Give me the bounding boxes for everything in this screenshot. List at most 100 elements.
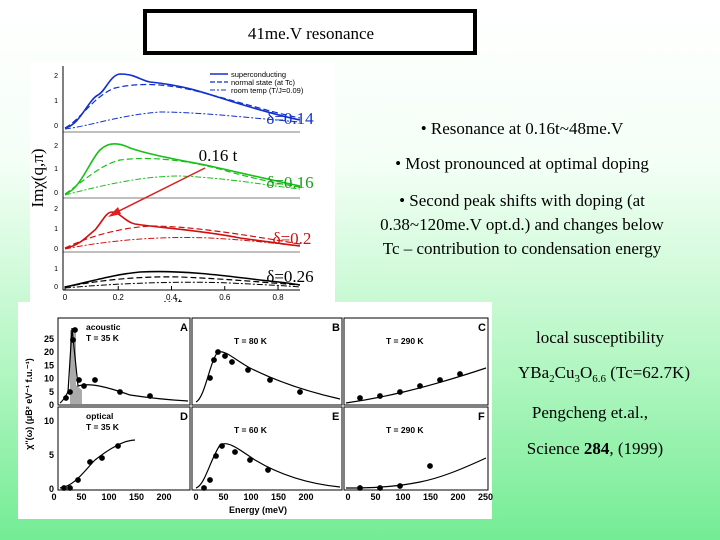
- y-tick-label: 0: [54, 190, 58, 197]
- data-point: [397, 389, 403, 395]
- tick-labels: 0 0.2 0.4 0.6 0.8 2 1 0 2 1 0 2 1 0 1 0: [54, 73, 284, 302]
- curve: [64, 83, 301, 129]
- x-tick-label: 0.2: [113, 293, 125, 302]
- panel-letter: E: [332, 411, 339, 423]
- panel-frame: [343, 406, 489, 491]
- y-tick-label: 5: [49, 450, 54, 460]
- x-tick-label: 50: [76, 492, 86, 502]
- panel-letter: D: [180, 411, 188, 423]
- data-point: [222, 353, 228, 359]
- y-tick-label: 20: [44, 347, 54, 357]
- bullet: • Most pronounced at optimal doping: [395, 154, 649, 173]
- x-tick-label: 200: [450, 492, 465, 502]
- curve: [64, 73, 301, 129]
- x-tick-label: 150: [129, 492, 144, 502]
- panel-letter: A: [180, 322, 188, 334]
- y-tick-label: 1: [54, 98, 58, 105]
- panel-letter: F: [478, 411, 485, 423]
- y-tick-label: 0: [54, 246, 58, 253]
- panel-text: T = 290 K: [386, 336, 424, 346]
- data-point: [267, 377, 273, 383]
- curve: [64, 211, 301, 249]
- x-tick-label: 100: [395, 492, 410, 502]
- data-point: [76, 377, 82, 383]
- panel-text: acoustic: [86, 322, 121, 332]
- y-axis-label: χ''(ω) (μB² eV⁻¹ f.u.⁻¹): [24, 358, 34, 450]
- data-point: [61, 485, 67, 491]
- panel-frame: [191, 317, 343, 406]
- formula-part: Cu: [555, 363, 575, 382]
- data-point: [63, 395, 69, 401]
- data-point: [117, 389, 123, 395]
- citation: Science 284, (1999): [527, 439, 663, 458]
- data-point: [67, 485, 73, 491]
- panel-frame: [343, 317, 489, 406]
- x-tick-label: 150: [423, 492, 438, 502]
- y-tick-label: 10: [44, 416, 54, 426]
- data-point: [457, 371, 463, 377]
- panel-text: T = 60 K: [234, 425, 268, 435]
- curve: [64, 270, 301, 288]
- data-point: [99, 455, 105, 461]
- data-point: [213, 453, 219, 459]
- x-tick-label: 50: [370, 492, 380, 502]
- y-tick-label: 10: [44, 374, 54, 384]
- formula-part: YBa: [518, 363, 550, 382]
- x-tick-label: 150: [271, 492, 286, 502]
- data-point: [75, 477, 81, 483]
- figure-background: [30, 62, 335, 305]
- data-point: [437, 377, 443, 383]
- curve: [64, 225, 301, 249]
- data-points: [61, 327, 463, 491]
- panel-text: T = 35 K: [86, 422, 120, 432]
- data-point: [87, 459, 93, 465]
- data-point: [232, 449, 238, 455]
- fit-curve: [345, 367, 487, 404]
- bullet: • Second peak shifts with doping (at: [399, 191, 645, 210]
- data-point: [417, 383, 423, 389]
- formula-part: 6.6: [592, 373, 606, 385]
- panel-letter: C: [478, 322, 486, 334]
- x-tick-label: 50: [218, 492, 228, 502]
- y-tick-label: 2: [54, 206, 58, 213]
- formula: YBa2Cu3O6.6 (Tc=62.7K): [518, 363, 690, 385]
- y-tick-label: 0: [49, 400, 54, 410]
- fit-curve: [59, 439, 136, 489]
- x-axis-label: Energy (meV): [229, 505, 287, 515]
- data-point: [92, 377, 98, 383]
- x-tick-label: 0: [63, 293, 68, 302]
- data-point: [427, 463, 433, 469]
- data-point: [207, 375, 213, 381]
- bullet: • Resonance at 0.16t~48me.V: [421, 119, 624, 138]
- formula-part: 2: [549, 373, 555, 385]
- panel-text: T = 80 K: [234, 336, 268, 346]
- data-point: [211, 357, 217, 363]
- y-tick-label: 0: [54, 284, 58, 291]
- bullet: 0.38~120me.V opt.d.) and changes below: [380, 215, 664, 234]
- y-tick-label: 1: [54, 166, 58, 173]
- x-tick-label: 200: [298, 492, 313, 502]
- x-tick-label: 0.8: [272, 293, 284, 302]
- curve: [64, 281, 301, 289]
- formula-part: 3: [575, 373, 581, 385]
- arrow: [114, 167, 206, 214]
- x-tick-label: 0: [193, 492, 198, 502]
- panel-frame: [57, 317, 191, 406]
- data-point: [147, 393, 153, 399]
- formula-part: (Tc=62.7K): [606, 363, 690, 382]
- data-point: [247, 457, 253, 463]
- data-point: [70, 337, 76, 343]
- data-point: [201, 485, 207, 491]
- panel-text: T = 290 K: [386, 425, 424, 435]
- x-tick-label: 0.6: [219, 293, 231, 302]
- curve: [64, 142, 301, 195]
- x-tick-label: 100: [243, 492, 258, 502]
- curve: [64, 157, 301, 195]
- data-point: [265, 467, 271, 473]
- y-tick-label: 2: [54, 73, 58, 80]
- y-tick-label: 15: [44, 360, 54, 370]
- panel-label: δ=0.2: [273, 229, 312, 248]
- formula-part: O: [580, 363, 592, 382]
